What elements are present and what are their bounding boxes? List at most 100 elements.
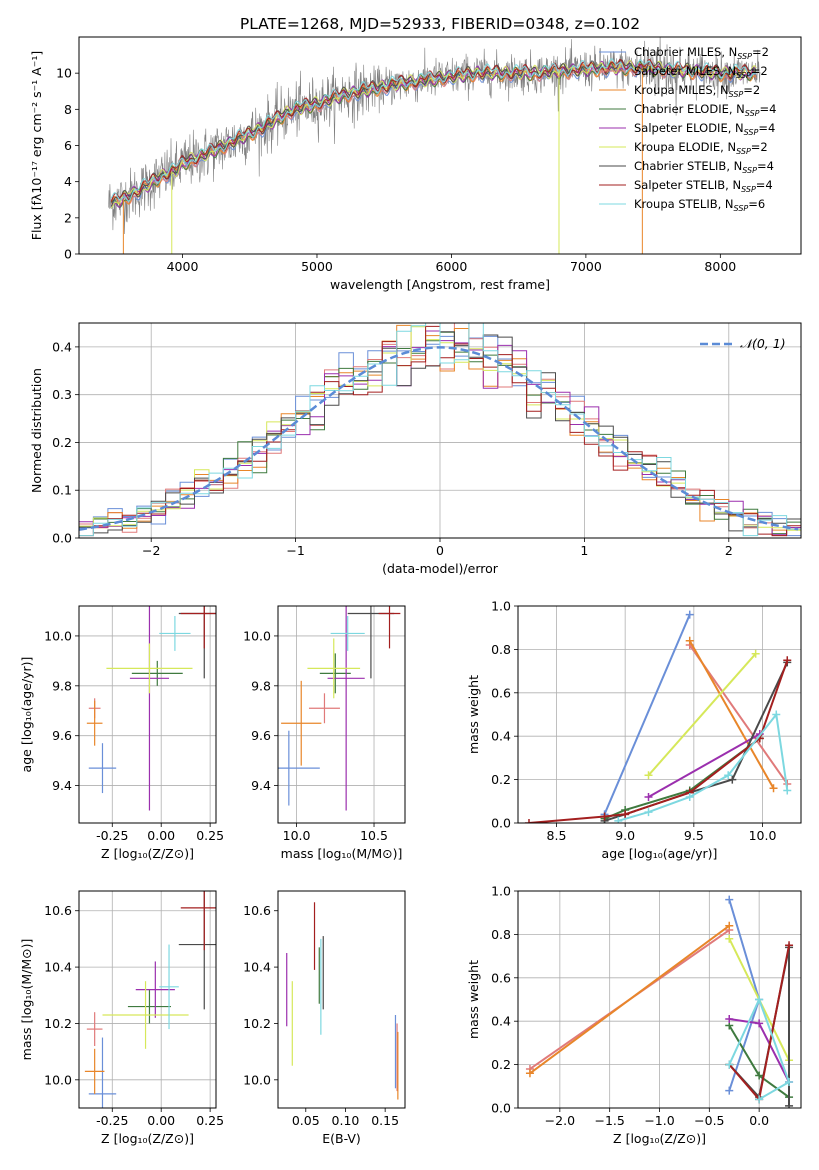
y-tick-label: 0.0 [52,531,72,546]
spectrum-model-salpeter-stelib [110,58,757,202]
plot-area [525,895,794,1108]
weight-marker-kroupa-stelib [725,1060,734,1069]
weight-marker-kroupa-stelib [644,808,653,817]
y-tick-label: 10 [56,66,72,81]
weight-line-chabrier-miles [603,614,691,815]
x-tick-label: 0.0 [749,1113,769,1128]
legend-label-salpeter-stelib: Salpeter STELIB, NSSP=4 [634,178,773,194]
axes-frame [277,890,406,1109]
spectrum-model-salpeter-elodie [110,60,757,208]
y-tick-label: 0.8 [491,927,511,942]
x-axis-label: Z [log₁₀(Z/Z⊙)] [101,1131,194,1146]
x-tick-label: −2 [142,543,160,558]
x-tick-label: 0.00 [147,1113,175,1128]
weight-marker-salpeter-elodie [725,1015,734,1024]
spectrum-legend: Chabrier MILES, NSSP=2 Salpeter MILES, NS… [599,45,776,213]
plot-area [84,891,216,1108]
weight-marker-salpeter-elodie [644,792,653,801]
plot-area [108,37,761,254]
y-tick-label: 8 [64,102,72,117]
y-tick-label: 10.6 [44,903,72,918]
weight-marker-chabrier-miles [725,895,734,904]
axes-frame [517,890,802,1109]
axes-weight_vs_Z: −2.0 −1.5 −1.0 −0.5 0.0 0.0 0.2 0.4 0.6 0.8 1.0 Z [… [466,884,802,1146]
axes-spectrum: 4000 5000 6000 7000 8000 0 2 4 6 8 10 wavelength [A… [29,36,802,292]
plot-area [286,902,399,1100]
spectrum-model-chabrier-elodie [110,60,757,209]
y-axis-label: mass weight [466,960,481,1039]
y-tick-label: 10.0 [44,628,72,643]
axes-mass_vs_Z: -0.25 0.00 0.25 10.0 10.2 10.4 10.6 Z [log₁₀(Z/… [19,890,224,1146]
x-axis-label: age [log₁₀(age/yr)] [602,846,718,861]
x-tick-label: 0.15 [371,1113,399,1128]
y-tick-label: 1.0 [491,884,511,899]
x-tick-label: 0.25 [196,828,224,843]
y-tick-label: 0.2 [52,435,72,450]
y-tick-label: 4 [64,174,72,189]
y-tick-label: 2 [64,210,72,225]
x-tick-label: −2.0 [545,1113,575,1128]
x-tick-label: 9.5 [684,828,704,843]
legend-label-gaussian: 𝒩(0, 1) [740,336,786,351]
weight-marker-chabrier-miles [685,610,694,619]
spectrum-model-kroupa-stelib [110,58,757,202]
weight-marker-kroupa-miles [685,636,694,645]
y-tick-label: 0.2 [491,1057,511,1072]
y-tick-label: 0.0 [491,816,511,831]
axes-frame [78,36,802,255]
weight-line-salpeter-stelib [528,659,789,823]
weight-line-kroupa-miles [529,924,730,1075]
y-tick-label: 9.4 [52,778,72,793]
y-tick-label: 6 [64,138,72,153]
weight-marker-kroupa-stelib [614,816,623,823]
weight-marker-kroupa-elodie [751,649,760,658]
x-axis-label: mass [log₁₀(M/M⊙)] [281,846,403,861]
y-tick-label: 10.0 [44,1072,72,1087]
x-tick-label: −1 [286,543,304,558]
y-axis-label: mass weight [466,675,481,754]
weight-marker-kroupa-elodie [725,934,734,943]
x-axis-label: (data-model)/error [382,561,499,576]
y-tick-label: 9.4 [251,778,271,793]
x-tick-label: 4000 [167,259,199,274]
x-tick-label: 1 [580,543,588,558]
weight-marker-kroupa-stelib [783,786,792,795]
x-tick-label: 0.25 [196,1113,224,1128]
weight-marker-kroupa-stelib [724,771,733,780]
axes-mass_vs_EBV: 0.05 0.10 0.15 10.0 10.2 10.4 10.6 E(B-V) [243,890,406,1146]
axes-age_vs_mass: 10.0 10.5 9.4 9.6 9.8 10.0 mass [log₁₀(M/M⊙)] [243,605,406,861]
x-tick-label: 8000 [704,259,736,274]
y-tick-label: 9.8 [251,678,271,693]
y-tick-label: 0.6 [491,685,511,700]
legend-label-kroupa-elodie: Kroupa ELODIE, NSSP=2 [634,140,768,156]
x-tick-label: −1.5 [594,1113,624,1128]
residual-legend: 𝒩(0, 1) [700,336,786,351]
plot-area [79,323,801,537]
y-tick-label: 0.4 [491,1014,511,1029]
y-tick-label: 0.3 [52,387,72,402]
weight-marker-chabrier-miles [725,1086,734,1095]
y-axis-label: age [log₁₀(age/yr)] [19,657,34,773]
y-tick-label: 0.0 [491,1101,511,1116]
x-tick-label: 8.5 [547,828,567,843]
x-tick-label: 0.10 [332,1113,360,1128]
weight-marker-chabrier-stelib [728,775,737,784]
y-tick-label: 9.6 [52,728,72,743]
y-tick-label: 10.4 [44,960,72,975]
weight-marker-kroupa-stelib [785,1077,794,1086]
axes-frame [78,322,802,539]
weight-line-salpeter-elodie [648,733,761,798]
x-tick-label: 9.0 [615,828,635,843]
y-axis-label: Flux [fλ10⁻¹⁷ erg cm⁻² s⁻¹ A⁻¹] [29,51,44,240]
y-tick-label: 10.6 [243,903,271,918]
legend-label-chabrier-stelib: Chabrier STELIB, NSSP=4 [634,159,774,175]
y-tick-label: 9.6 [251,728,271,743]
y-tick-label: 10.2 [243,1016,271,1031]
x-tick-label: 10.0 [283,828,311,843]
grid [278,606,405,823]
y-tick-label: 10.0 [243,1072,271,1087]
axes-weight_vs_age: 8.5 9.0 9.5 10.0 0.0 0.2 0.4 0.6 0.8 1.0 age [log₁… [466,599,802,861]
